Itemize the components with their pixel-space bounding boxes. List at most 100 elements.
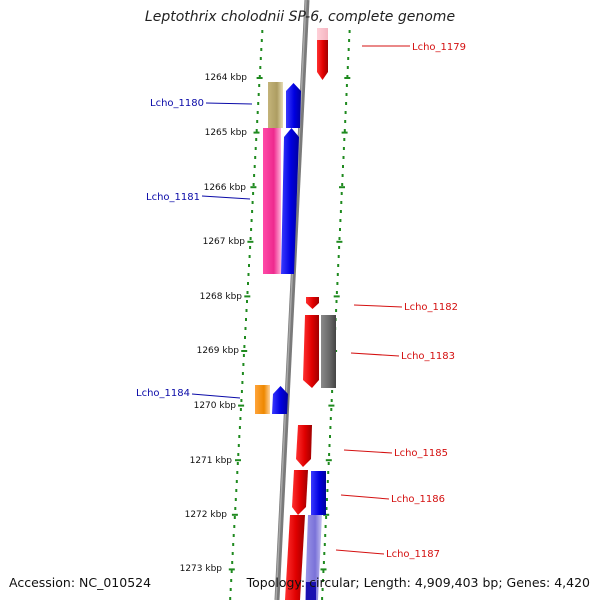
gene-label-lcho-1185[interactable]: Lcho_1185 <box>394 448 448 459</box>
right-dot-track-dot <box>336 273 339 276</box>
left-dot-track-dot <box>256 120 259 123</box>
kbp-tick-1273: 1273 kbp <box>180 564 223 574</box>
right-dot-track-dot <box>344 111 347 114</box>
gene-lcho-1180[interactable] <box>268 82 283 128</box>
right-dot-track-dot <box>324 534 327 537</box>
right-dot-track-dot <box>325 516 328 519</box>
left-dot-track-dot <box>244 327 247 330</box>
gene-lcho-1181[interactable] <box>263 128 281 274</box>
gene-label-lcho-1182[interactable]: Lcho_1182 <box>404 302 458 313</box>
gene-label-lcho-1183[interactable]: Lcho_1183 <box>401 351 455 362</box>
left-dot-track-dot <box>254 147 257 150</box>
gene-lcho-1179[interactable] <box>317 28 328 80</box>
gene-lcho-1187[interactable] <box>285 515 305 600</box>
right-dot-track-dot <box>345 102 348 105</box>
right-dot-track-dot <box>348 39 351 42</box>
right-dot-track-dot <box>337 264 340 267</box>
left-dot-track-dot <box>233 516 236 519</box>
right-dot-track-dot <box>335 300 338 303</box>
left-dot-track-dot <box>229 588 232 591</box>
right-dot-track-dot <box>343 138 346 141</box>
left-dot-track-dot <box>245 318 247 321</box>
leader-lcho-1181 <box>201 195 251 200</box>
left-dot-track-dot <box>243 345 246 348</box>
left-dot-track-dot <box>257 102 260 105</box>
left-dot-track-dot <box>258 75 261 78</box>
gene-label-leaders <box>191 45 410 555</box>
gene-lcho-1181-partner[interactable] <box>281 128 299 274</box>
gene-lcho-1186-partner[interactable] <box>311 471 326 515</box>
left-dot-track-dot <box>246 291 249 294</box>
kbp-tick-1264: 1264 kbp <box>205 73 248 83</box>
left-dot-track-dot <box>250 228 253 231</box>
gene-lcho-1183-partner[interactable] <box>321 315 336 388</box>
kbp-tick-1265: 1265 kbp <box>205 128 248 138</box>
right-dot-track-dot <box>347 48 350 51</box>
gene-label-lcho-1186[interactable]: Lcho_1186 <box>391 494 445 505</box>
kbp-tick-1266: 1266 kbp <box>204 183 247 193</box>
left-dot-track-dot <box>256 111 259 114</box>
right-dot-track-dot <box>322 579 324 582</box>
kbp-tick-1272: 1272 kbp <box>185 510 228 520</box>
left-dot-track-dot <box>234 498 237 501</box>
left-dot-track-dot <box>239 417 242 420</box>
right-dot-track-tick <box>333 295 340 298</box>
leader-lcho-1185 <box>343 449 393 454</box>
right-dot-track-dot <box>347 57 350 60</box>
left-dot-track-dot <box>229 597 232 600</box>
left-dot-track-dot <box>253 165 256 168</box>
left-dot-track-dot <box>234 507 237 510</box>
gene-lcho-1187-partner-bottom <box>306 582 316 600</box>
left-dot-track-dot <box>240 399 243 402</box>
accession-text: Accession: NC_010524 <box>9 575 152 590</box>
left-dot-track-dot <box>246 300 248 303</box>
left-dot-track-dot <box>233 525 236 528</box>
right-dot-track-dot <box>335 291 338 294</box>
left-dot-track-dot <box>254 156 257 159</box>
right-dot-track-tick <box>336 240 343 243</box>
gene-lcho-1185[interactable] <box>296 425 312 467</box>
left-dot-track-tick <box>247 240 254 243</box>
gene-label-lcho-1179[interactable]: Lcho_1179 <box>412 42 466 53</box>
leader-lcho-1187 <box>335 549 385 555</box>
gene-label-lcho-1187[interactable]: Lcho_1187 <box>386 549 440 560</box>
gene-features <box>255 28 336 600</box>
left-dot-track-dot <box>259 66 262 69</box>
gene-lcho-1186[interactable] <box>292 470 308 515</box>
kbp-tick-labels: 1264 kbp 1265 kbp 1266 kbp 1267 kbp 1268… <box>180 73 248 574</box>
right-dot-track-dot <box>331 390 334 393</box>
right-dot-track-dot <box>322 561 325 564</box>
left-dot-track-dot <box>260 39 263 42</box>
leader-lcho-1184 <box>191 393 241 399</box>
left-dot-track-dot <box>241 381 244 384</box>
gene-lcho-1183[interactable] <box>303 315 319 388</box>
left-dot-track-dot <box>236 462 239 465</box>
gene-label-lcho-1184[interactable]: Lcho_1184 <box>136 388 190 399</box>
right-dot-track-dot <box>339 210 342 213</box>
gene-lcho-1180-partner[interactable] <box>286 83 301 128</box>
right-dot-track-dot <box>344 120 347 123</box>
left-dot-track-dot <box>261 30 264 33</box>
left-dot-track-dot <box>248 255 251 258</box>
left-dot-track-dot <box>231 561 234 564</box>
gene-label-lcho-1181[interactable]: Lcho_1181 <box>146 192 200 203</box>
kbp-tick-1268: 1268 kbp <box>200 292 243 302</box>
left-dot-track-dot <box>230 579 233 582</box>
gene-lcho-1187-partner[interactable] <box>305 515 322 600</box>
left-dot-track-dot <box>247 273 250 276</box>
right-dot-track-dot <box>326 480 329 483</box>
gene-lcho-1182[interactable] <box>306 297 319 309</box>
right-dot-track-dot <box>339 228 341 231</box>
gene-labels: Lcho_1179 Lcho_1180 Lcho_1181 Lcho_1182 … <box>136 42 466 560</box>
left-dot-track-tick <box>244 295 251 298</box>
left-dot-track-dot <box>231 552 234 555</box>
left-dot-track-dot <box>242 363 245 366</box>
gene-label-lcho-1180[interactable]: Lcho_1180 <box>150 98 204 109</box>
gene-lcho-1184-partner[interactable] <box>272 386 288 414</box>
kbp-tick-1267: 1267 kbp <box>203 237 246 247</box>
kbp-tick-1270: 1270 kbp <box>194 401 237 411</box>
right-dot-track-dot <box>337 255 340 258</box>
gene-lcho-1184[interactable] <box>255 385 270 414</box>
leader-lcho-1186 <box>340 494 390 500</box>
